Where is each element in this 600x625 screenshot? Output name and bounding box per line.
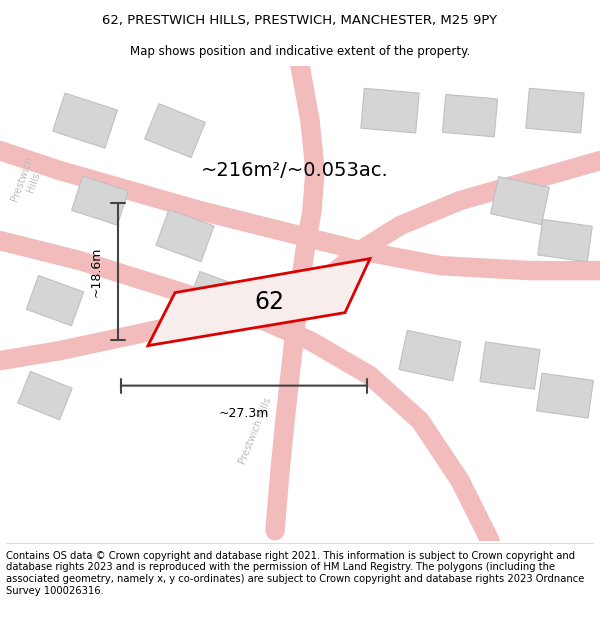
Polygon shape [188,271,242,320]
Polygon shape [53,93,118,148]
Text: Prestwich Hills: Prestwich Hills [237,396,273,466]
Polygon shape [491,177,550,224]
Text: 62, PRESTWICH HILLS, PRESTWICH, MANCHESTER, M25 9PY: 62, PRESTWICH HILLS, PRESTWICH, MANCHEST… [103,14,497,27]
Polygon shape [145,104,205,158]
Polygon shape [526,88,584,133]
Polygon shape [399,331,461,381]
Text: Map shows position and indicative extent of the property.: Map shows position and indicative extent… [130,46,470,58]
Text: Prestwich
Hills: Prestwich Hills [10,155,46,206]
Text: ~216m²/~0.053ac.: ~216m²/~0.053ac. [201,161,389,180]
Polygon shape [480,342,540,389]
Polygon shape [156,209,214,262]
Text: ~18.6m: ~18.6m [89,246,103,297]
Polygon shape [538,219,592,262]
Polygon shape [18,371,72,420]
Polygon shape [148,259,370,346]
Polygon shape [536,373,593,418]
Text: ~27.3m: ~27.3m [219,407,269,420]
Polygon shape [71,176,128,225]
Polygon shape [361,88,419,133]
Text: 62: 62 [254,291,284,314]
Polygon shape [442,94,497,137]
Polygon shape [26,276,84,326]
Text: Contains OS data © Crown copyright and database right 2021. This information is : Contains OS data © Crown copyright and d… [6,551,584,596]
